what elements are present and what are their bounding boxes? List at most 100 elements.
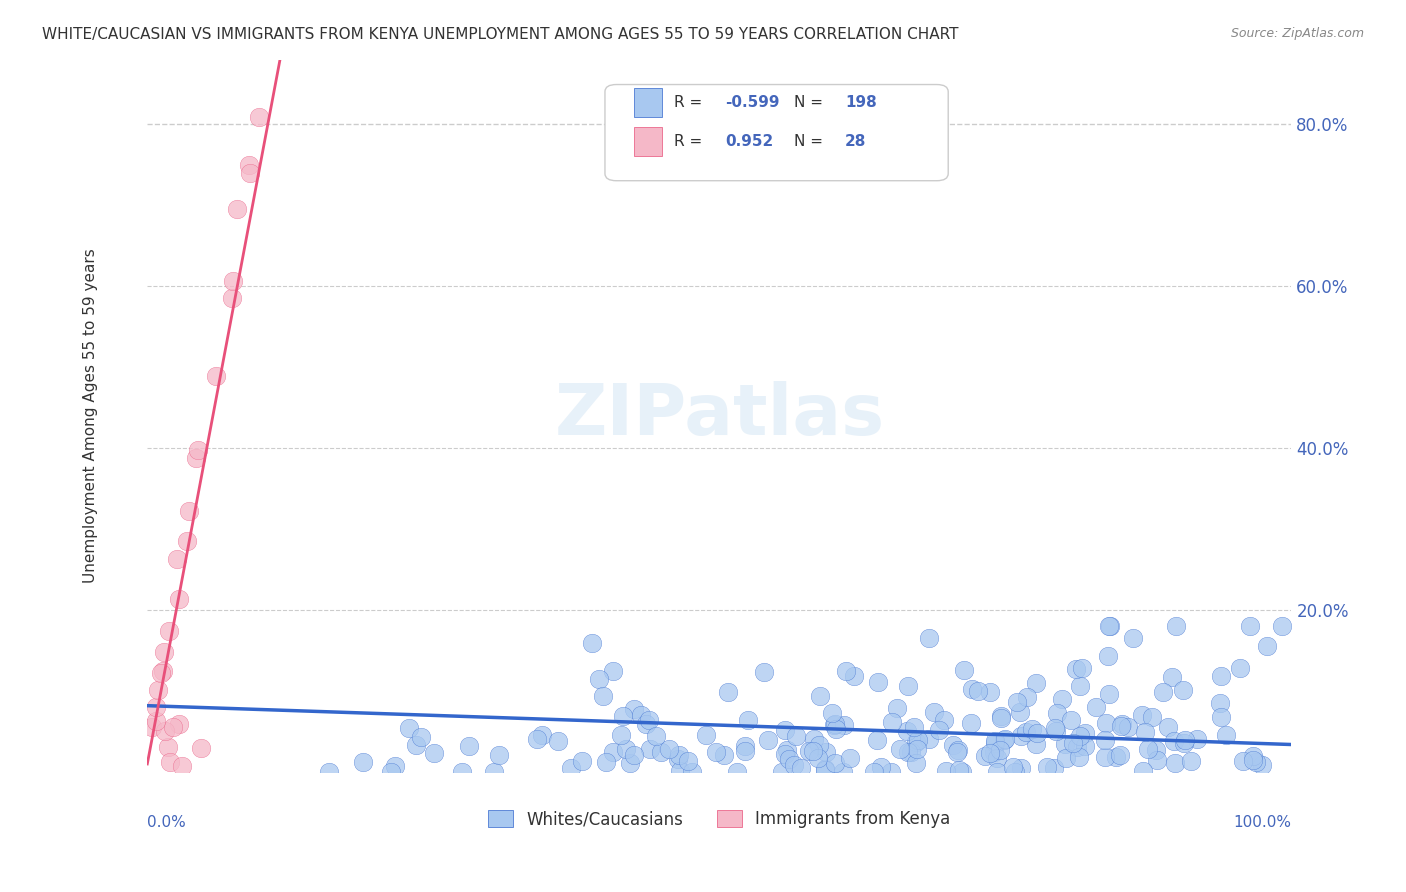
Point [157, 624, 180, 639]
Point [979, 747, 1001, 761]
Point [824, 756, 846, 770]
Point [839, 751, 862, 765]
Point [1026, 726, 1049, 740]
Point [782, 758, 804, 772]
Point [571, 755, 593, 769]
Point [959, 716, 981, 731]
Point [1239, 619, 1261, 633]
Point [149, 665, 172, 680]
Point [205, 368, 228, 383]
Point [1098, 619, 1121, 633]
Point [1071, 661, 1094, 675]
Point [638, 741, 661, 756]
Point [1122, 631, 1144, 645]
Point [814, 763, 837, 777]
Point [1105, 749, 1128, 764]
Point [1060, 713, 1083, 727]
Point [190, 740, 212, 755]
Point [1256, 640, 1278, 654]
Point [797, 744, 820, 758]
Point [1097, 648, 1119, 663]
Point [612, 708, 634, 723]
Point [167, 592, 190, 607]
Point [865, 733, 887, 747]
Point [717, 685, 740, 699]
Point [832, 717, 855, 731]
Point [984, 734, 1007, 748]
Text: 0.0%: 0.0% [148, 814, 186, 830]
Point [1160, 670, 1182, 684]
Point [1156, 720, 1178, 734]
Point [803, 731, 825, 746]
Legend: Whites/Caucasians, Immigrants from Kenya: Whites/Caucasians, Immigrants from Kenya [482, 804, 957, 835]
Text: WHITE/CAUCASIAN VS IMMIGRANTS FROM KENYA UNEMPLOYMENT AMONG AGES 55 TO 59 YEARS : WHITE/CAUCASIAN VS IMMIGRANTS FROM KENYA… [42, 27, 959, 42]
Text: 198: 198 [845, 95, 877, 110]
Point [1094, 749, 1116, 764]
Point [1111, 717, 1133, 731]
Point [1187, 732, 1209, 747]
Point [990, 711, 1012, 725]
Point [1069, 679, 1091, 693]
Text: Unemployment Among Ages 55 to 59 years: Unemployment Among Ages 55 to 59 years [83, 249, 97, 583]
Point [993, 732, 1015, 747]
Point [547, 734, 569, 748]
Text: R =: R = [673, 95, 707, 110]
Point [488, 748, 510, 763]
Point [1004, 765, 1026, 780]
Point [821, 706, 844, 721]
Point [166, 552, 188, 566]
Point [1140, 710, 1163, 724]
Point [880, 765, 903, 780]
Point [896, 724, 918, 739]
Point [713, 747, 735, 762]
Point [1015, 690, 1038, 704]
Point [222, 274, 245, 288]
Point [905, 734, 928, 748]
Point [801, 744, 824, 758]
Point [145, 699, 167, 714]
Point [1171, 683, 1194, 698]
Point [1209, 697, 1232, 711]
Point [1146, 753, 1168, 767]
Point [988, 743, 1011, 757]
Point [946, 743, 969, 757]
Point [737, 713, 759, 727]
Point [704, 745, 727, 759]
Point [870, 760, 893, 774]
Point [458, 739, 481, 754]
Point [966, 683, 988, 698]
Point [905, 741, 928, 756]
FancyBboxPatch shape [605, 85, 948, 181]
Point [405, 738, 427, 752]
Point [602, 664, 624, 678]
Point [666, 751, 689, 765]
Point [614, 741, 637, 756]
Point [918, 631, 941, 645]
Point [905, 756, 928, 770]
Point [225, 202, 247, 217]
Point [928, 723, 950, 738]
Point [1021, 722, 1043, 736]
Point [610, 728, 633, 742]
Point [832, 765, 855, 780]
Point [1180, 754, 1202, 768]
Point [835, 665, 858, 679]
Point [187, 442, 209, 457]
Point [156, 739, 179, 754]
Point [162, 720, 184, 734]
Point [1069, 729, 1091, 743]
Point [824, 717, 846, 731]
Point [630, 707, 652, 722]
Point [1232, 754, 1254, 768]
Point [807, 751, 830, 765]
Point [1164, 619, 1187, 633]
Point [595, 756, 617, 770]
Point [842, 669, 865, 683]
Point [1132, 764, 1154, 779]
Point [1209, 669, 1232, 683]
Point [1015, 725, 1038, 739]
Point [1215, 728, 1237, 742]
Point [239, 166, 262, 180]
Point [1054, 751, 1077, 765]
Point [221, 291, 243, 305]
